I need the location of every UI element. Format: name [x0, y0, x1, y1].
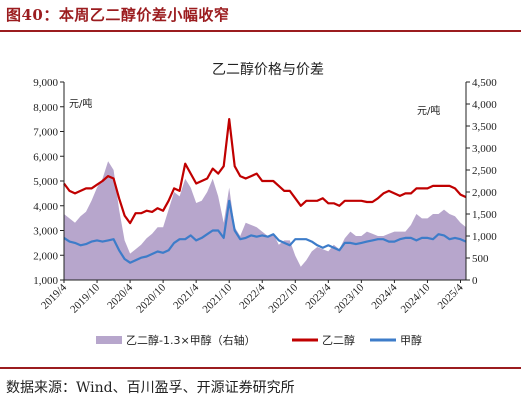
- x-tick-label: 2021/10: [200, 281, 234, 315]
- x-tick-label: 2021/4: [171, 281, 201, 311]
- x-tick-label: 2024/4: [369, 281, 399, 311]
- series-area-spread: [64, 161, 466, 280]
- left-tick-label: 1,000: [33, 275, 58, 287]
- x-tick-label: 2020/4: [105, 281, 135, 311]
- left-tick-label: 5,000: [33, 176, 58, 188]
- right-tick-label: 500: [472, 253, 489, 265]
- top-rule: [0, 30, 521, 32]
- left-tick-label: 4,000: [33, 201, 58, 213]
- right-tick-label: 1,000: [472, 231, 497, 243]
- data-source: 数据来源：Wind、百川盈孚、开源证券研究所: [6, 380, 295, 396]
- left-axis-unit: 元/吨: [69, 97, 92, 110]
- plot-area: [63, 117, 467, 280]
- left-tick-label: 7,000: [33, 127, 58, 139]
- legend: 乙二醇-1.3×甲醇（右轴） 乙二醇 甲醇: [96, 333, 422, 347]
- series-line-methanol: [63, 199, 467, 264]
- right-tick-label: 4,000: [472, 99, 497, 111]
- x-tick-label: 2022/10: [266, 281, 300, 315]
- right-tick-label: 4,500: [472, 77, 497, 89]
- x-tick-label: 2024/10: [399, 281, 433, 315]
- left-tick-label: 6,000: [33, 151, 58, 163]
- x-tick-label: 2022/4: [237, 281, 267, 311]
- right-tick-label: 3,500: [472, 121, 497, 133]
- figure-title: 图40：本周乙二醇价差小幅收窄: [6, 6, 230, 24]
- left-tick-label: 8,000: [33, 102, 58, 114]
- right-tick-label: 1,500: [472, 209, 497, 221]
- x-tick-label: 2020/10: [134, 281, 168, 315]
- chart-title: 乙二醇价格与价差: [212, 61, 324, 78]
- right-tick-label: 2,000: [472, 187, 497, 199]
- x-tick-label: 2023/4: [303, 281, 333, 311]
- right-tick-label: 0: [472, 275, 478, 287]
- legend-swatch-spread: [96, 336, 122, 344]
- x-tick-label: 2019/10: [68, 281, 102, 315]
- right-tick-label: 2,500: [472, 165, 497, 177]
- x-tick-label: 2025/4: [436, 281, 466, 311]
- left-tick-label: 9,000: [33, 77, 58, 89]
- legend-label-spread: 乙二醇-1.3×甲醇（右轴）: [126, 333, 256, 347]
- right-tick-label: 3,000: [472, 143, 497, 155]
- right-axis-unit: 元/吨: [417, 104, 440, 117]
- legend-label-meg: 乙二醇: [322, 333, 355, 347]
- x-tick-label: 2023/10: [333, 281, 367, 315]
- bottom-rule: [0, 367, 521, 369]
- series-line-meg: [63, 117, 467, 225]
- left-tick-label: 2,000: [33, 250, 58, 262]
- left-tick-label: 3,000: [33, 226, 58, 238]
- legend-label-methanol: 甲醇: [400, 333, 422, 347]
